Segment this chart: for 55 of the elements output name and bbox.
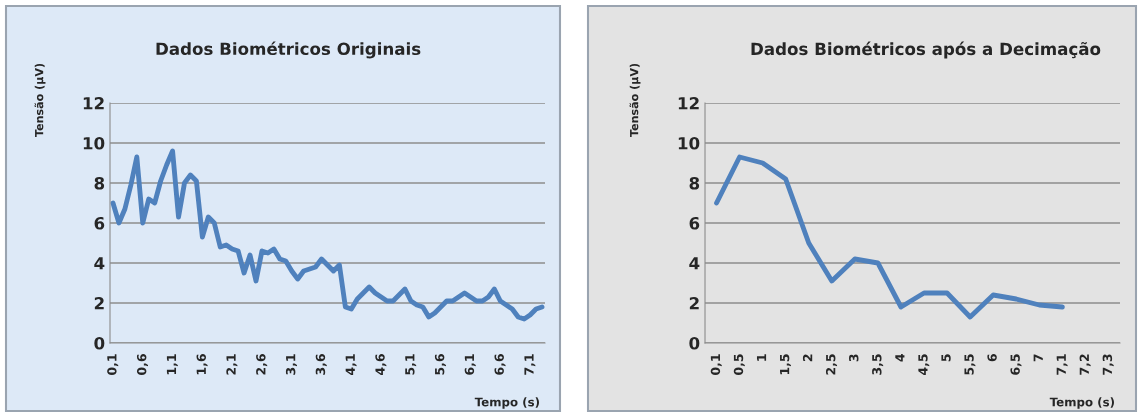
x-tick-label: 2,5 <box>825 354 838 375</box>
x-tick-label: 0,1 <box>710 354 722 375</box>
x-tick-label: 0,5 <box>733 354 745 375</box>
y-tick-label: 12 <box>83 96 104 110</box>
y-tick-label: 10 <box>678 136 700 150</box>
x-tick-label: 2,6 <box>256 354 268 375</box>
x-tick-label: 0,6 <box>136 354 148 375</box>
y-tick-label: 0 <box>689 336 700 350</box>
x-tick-label: 4,5 <box>918 354 930 375</box>
x-tick-label: 1,6 <box>196 354 208 375</box>
x-tick-label: 7 <box>1033 354 1043 362</box>
chart-title: Dados Biométricos após a Decimação <box>751 41 1101 59</box>
x-axis-title: Tempo (s) <box>1049 397 1114 409</box>
x-tick-label: 4,1 <box>345 354 357 375</box>
y-tick-label: 12 <box>678 96 699 110</box>
line-series <box>714 154 1065 320</box>
y-tick-label: 8 <box>689 176 700 190</box>
y-axis-title: Tensão (µV) <box>629 63 641 137</box>
x-tick-label: 5,6 <box>434 354 446 375</box>
x-tick-label: 5 <box>941 354 951 362</box>
x-tick-label: 7,1 <box>524 354 536 375</box>
x-tick-label: 7,3 <box>1102 354 1114 375</box>
line-series <box>110 148 545 322</box>
x-tick-label: 4 <box>895 353 905 362</box>
y-axis-title: Tensão (µV) <box>34 63 46 137</box>
y-tick-label: 2 <box>689 296 699 310</box>
y-tick-label: 8 <box>94 176 105 190</box>
x-axis-title: Tempo (s) <box>474 397 539 409</box>
x-tick-label: 2,1 <box>226 354 238 375</box>
x-tick-label: 7,2 <box>1079 354 1091 375</box>
x-tick-label: 3 <box>849 354 859 362</box>
x-tick-label: 4,6 <box>375 354 387 375</box>
y-tick-label: 4 <box>94 257 105 270</box>
x-tick-label: 2 <box>802 354 813 362</box>
x-tick-label: 5,5 <box>964 354 976 375</box>
x-tick-label: 1 <box>756 354 767 361</box>
x-tick-label: 6,5 <box>1010 354 1022 375</box>
x-tick-label: 7,1 <box>1056 354 1068 375</box>
y-tick-label: 6 <box>94 216 105 230</box>
x-tick-label: 6,6 <box>494 354 506 375</box>
x-tick-label: 1,5 <box>780 354 791 375</box>
y-tick-label: 10 <box>83 136 105 150</box>
x-tick-label: 0,1 <box>107 354 119 375</box>
chart-title: Dados Biométricos Originais <box>156 41 421 59</box>
y-tick-label: 2 <box>94 296 104 310</box>
x-tick-label: 6,1 <box>464 354 476 375</box>
y-tick-label: 4 <box>689 257 700 270</box>
x-tick-label: 3,1 <box>285 354 297 375</box>
y-tick-label: 0 <box>94 336 105 350</box>
x-tick-label: 3,5 <box>872 354 884 375</box>
x-tick-label: 5,1 <box>405 354 417 375</box>
x-tick-label: 6 <box>987 354 997 362</box>
y-tick-label: 6 <box>689 216 700 230</box>
x-tick-label: 1,1 <box>166 354 178 375</box>
x-tick-label: 3,6 <box>315 354 327 375</box>
